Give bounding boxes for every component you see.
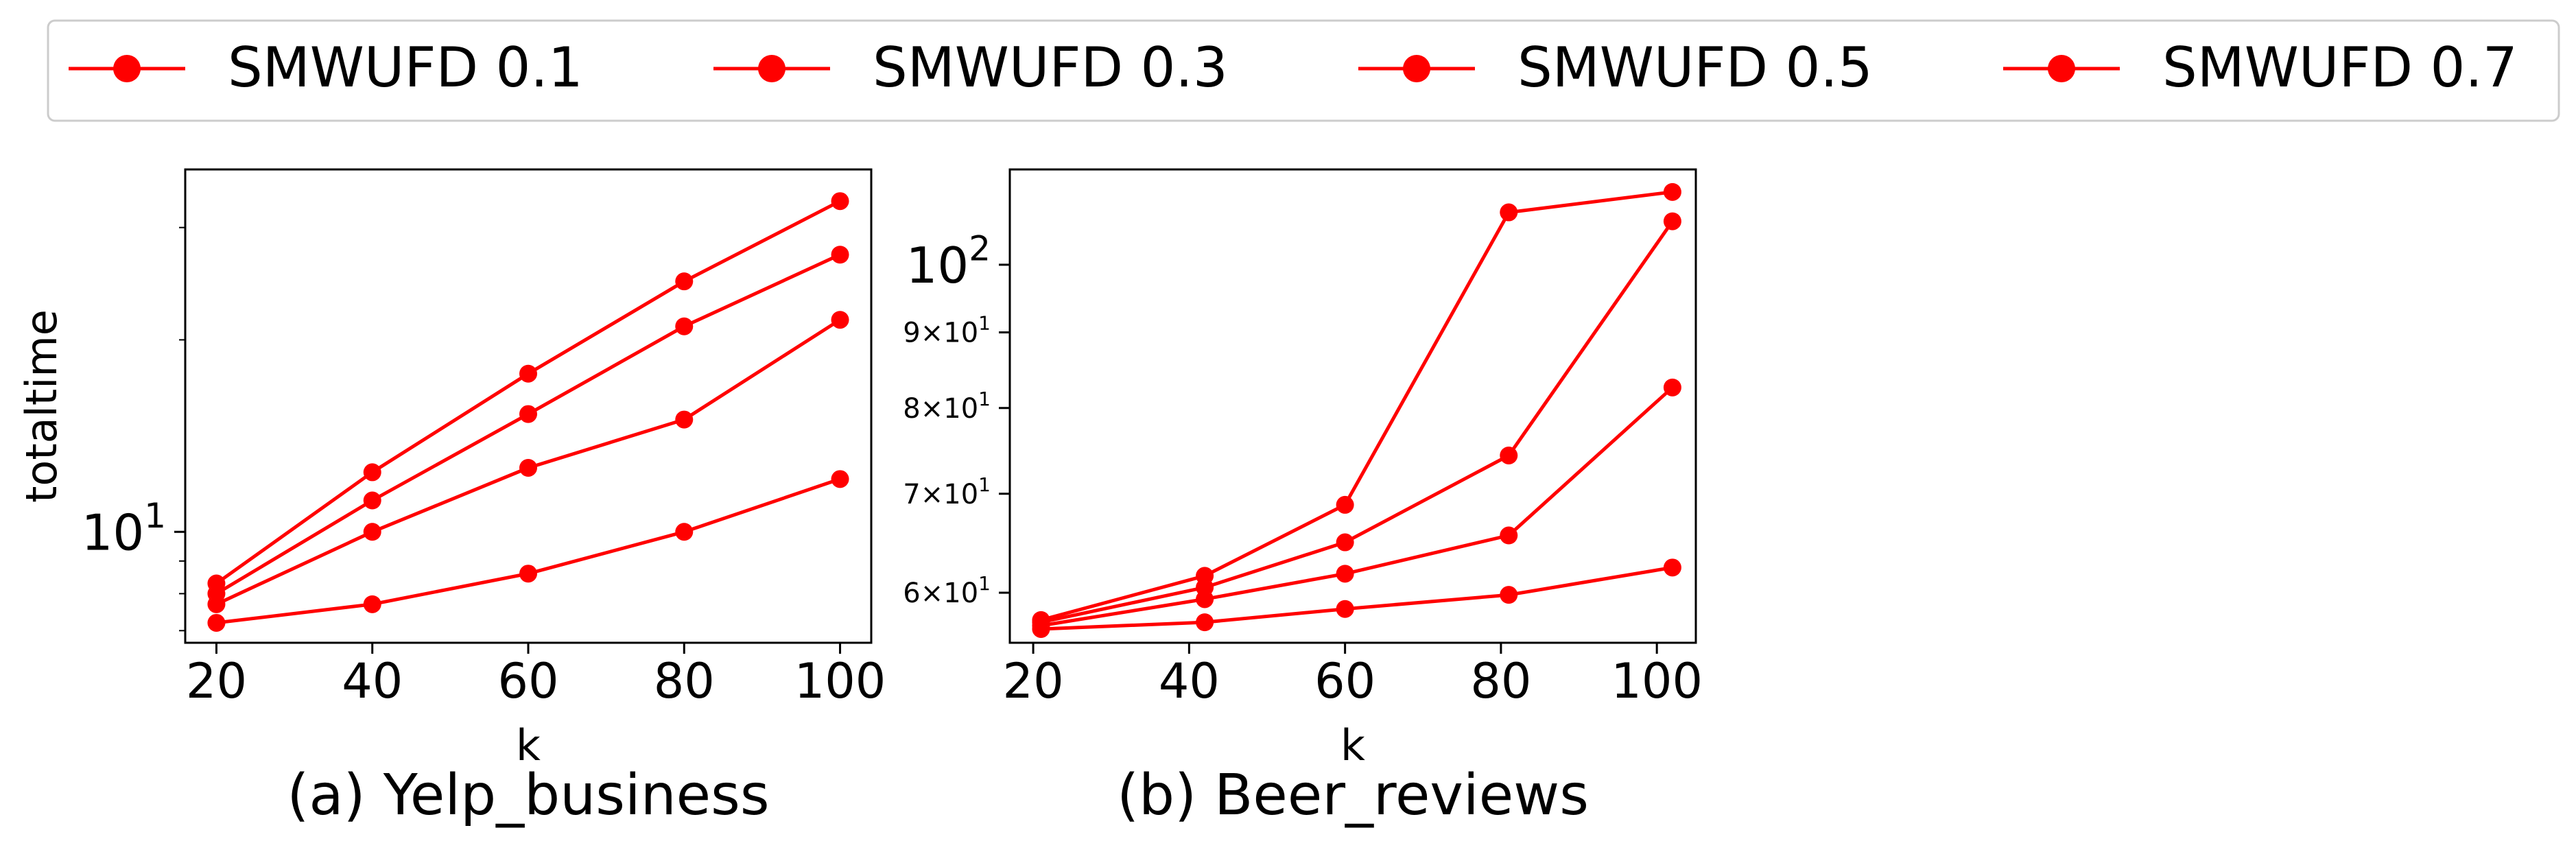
series-3-point <box>1500 446 1518 464</box>
series-1-point <box>207 613 226 632</box>
series-line-1 <box>216 477 841 625</box>
series-4-point <box>831 192 849 211</box>
legend-label: SMWUFD 0.7 <box>2162 36 2518 99</box>
series-1-point <box>675 523 694 541</box>
legend-marker <box>1403 55 1430 82</box>
series-1-point <box>1663 558 1681 577</box>
series-4-point <box>1196 567 1214 585</box>
series-3-point <box>363 491 381 510</box>
chart-b-title: (b) Beer_reviews <box>1117 763 1589 828</box>
series-2-point <box>519 458 537 477</box>
series-4-point <box>1336 495 1354 514</box>
series-line-3 <box>215 252 841 595</box>
series-2-point <box>1500 526 1518 545</box>
y-tick-label: 6×101 <box>903 572 991 609</box>
chart-b-plot-area <box>1008 168 1697 644</box>
series-2-point <box>1663 378 1681 397</box>
x-tick-label: 80 <box>1470 653 1531 709</box>
legend-label: SMWUFD 0.1 <box>228 36 583 99</box>
x-tick-label: 100 <box>794 653 886 709</box>
series-4-point <box>519 364 537 383</box>
x-tick-label: 40 <box>342 653 403 709</box>
series-line-3 <box>1040 220 1674 624</box>
chart-b-xlabel: k <box>1340 720 1365 770</box>
y-tick-label: 7×101 <box>903 473 991 510</box>
x-tick-label: 80 <box>654 653 715 709</box>
series-line-1 <box>1041 565 1673 631</box>
y-tick-label: 8×101 <box>903 388 991 425</box>
x-tick-label: 20 <box>1003 653 1064 709</box>
series-3-point <box>1663 212 1681 230</box>
legend-label: SMWUFD 0.5 <box>1517 36 1873 99</box>
y-tick-label: 9×101 <box>903 312 991 349</box>
x-tick-label: 40 <box>1159 653 1220 709</box>
x-tick-label: 100 <box>1611 653 1703 709</box>
chart-a-xlabel: k <box>516 720 541 770</box>
legend: SMWUFD 0.1 SMWUFD 0.3 SMWUFD 0.5 SMWUFD 0.7 <box>47 19 2560 122</box>
series-4-point <box>1032 611 1050 629</box>
series-4-point <box>675 272 694 291</box>
series-4-point <box>363 463 381 482</box>
series-1-point <box>1196 613 1214 632</box>
series-2-point <box>1336 565 1354 583</box>
series-4-point <box>1500 203 1518 222</box>
legend-marker <box>113 55 141 82</box>
series-1-point <box>831 470 849 488</box>
series-4-point <box>1663 182 1681 201</box>
series-line-4 <box>215 199 841 585</box>
series-line-4 <box>1040 190 1673 622</box>
chart-a: 20 40 60 80 100 101 k totaltime (a) Yelp_busi… <box>16 168 886 828</box>
y-tick-label: 102 <box>906 229 991 294</box>
series-2-point <box>831 311 849 329</box>
legend-marker <box>2048 55 2075 82</box>
series-1-point <box>1336 600 1354 618</box>
series-1-point <box>519 565 537 583</box>
series-3-point <box>831 246 849 264</box>
series-line-2 <box>1041 386 1674 628</box>
legend-label: SMWUFD 0.3 <box>873 36 1228 99</box>
legend-marker <box>758 55 785 82</box>
x-tick-label: 20 <box>186 653 247 709</box>
series-3-point <box>675 317 694 335</box>
series-3-point <box>1336 533 1354 552</box>
chart-a-title: (a) Yelp_business <box>287 763 769 828</box>
x-tick-label: 60 <box>1314 653 1375 709</box>
x-tick-label: 60 <box>497 653 558 709</box>
series-2-point <box>363 523 381 541</box>
series-1-point <box>363 595 381 613</box>
y-tick-label: 101 <box>82 496 166 561</box>
series-4-point <box>207 574 226 593</box>
series-3-point <box>519 405 537 423</box>
series-1-point <box>1500 586 1518 604</box>
series-2-point <box>675 410 694 429</box>
legend-frame <box>47 19 2560 122</box>
chart-b: 20 40 60 80 100 6×101 7×101 8×101 9×101 102 k (b)… <box>903 168 1703 828</box>
chart-a-ylabel: totaltime <box>16 309 67 503</box>
